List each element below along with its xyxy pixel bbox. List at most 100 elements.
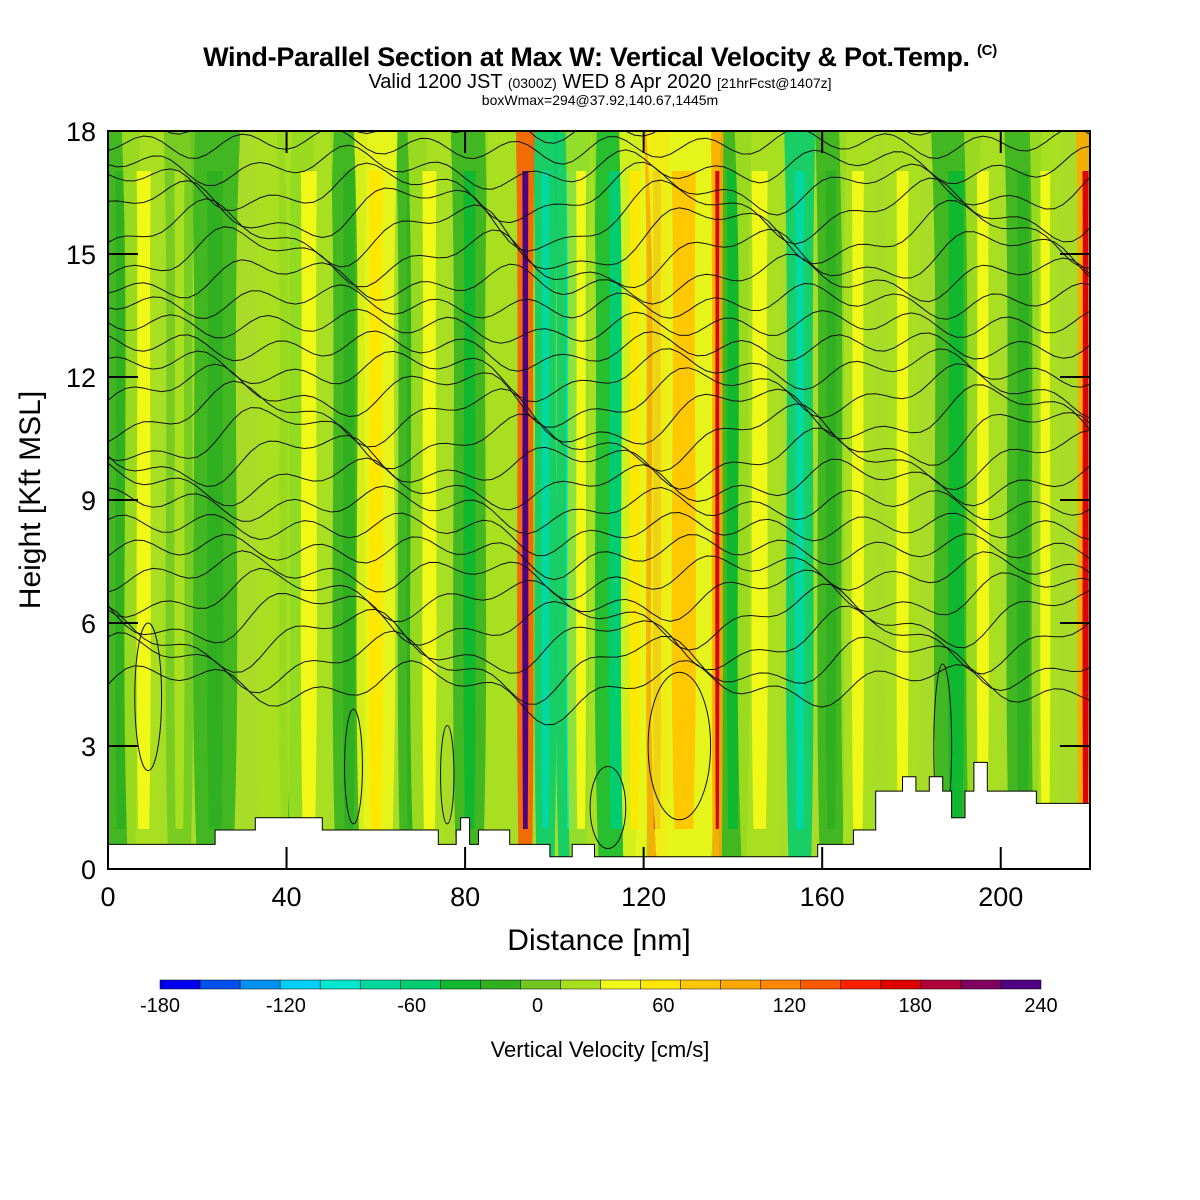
updraft-column-2-core	[267, 171, 280, 829]
colorbar-tick-label-2: -60	[397, 995, 426, 1017]
downdraft-column-11-core	[826, 171, 837, 829]
theta-contour-15	[108, 330, 1090, 372]
colorbar-tick-label-5: 120	[773, 995, 806, 1017]
colorbar-swatch-3	[279, 979, 321, 990]
terrain-profile	[108, 761, 1090, 869]
low-contour-2	[440, 725, 455, 825]
colorbar-swatch-13	[680, 979, 721, 990]
colorbar-swatch-16	[800, 979, 842, 990]
low-contour-3	[589, 766, 627, 849]
colorbar-swatch-20	[960, 979, 1002, 990]
x-tick-label-4: 160	[800, 882, 845, 912]
theta-contour-19	[108, 226, 1090, 289]
y-tick-label-3: 9	[81, 486, 96, 516]
x-tick-label-5: 200	[978, 882, 1023, 912]
y-tick-label-6: 18	[66, 117, 96, 147]
updraft-column-16-core	[976, 171, 989, 829]
colorbar-swatch-11	[600, 979, 641, 990]
colorbar: -180 -120 -60 0 60 120 180 240	[140, 979, 1058, 1017]
updraft-column-8-core	[576, 171, 587, 829]
chart-title: Wind-Parallel Section at Max W: Vertical…	[0, 42, 1200, 73]
y-tick-label-1: 3	[81, 732, 96, 762]
theta-contour-21	[108, 177, 1090, 252]
updraft-column-6-core	[495, 171, 506, 829]
theta-contour-1	[108, 630, 1090, 705]
x-axis-title: Distance [nm]	[507, 924, 690, 957]
valid-fcst: [21hrFcst@1407z]	[716, 75, 832, 91]
colorbar-swatch-6	[400, 979, 441, 990]
theta-contour-17	[108, 282, 1090, 320]
colorbar-swatch-1	[199, 979, 241, 990]
x-tick-label-0: 0	[100, 882, 115, 912]
title-main: Wind-Parallel Section at Max W: Vertical…	[203, 42, 970, 72]
y-tick-label-5: 15	[66, 240, 96, 270]
y-axis-title: Height [Kft MSL]	[14, 391, 47, 609]
colorbar-title: Vertical Velocity [cm/s]	[491, 1037, 710, 1062]
theta-contour-2	[108, 605, 1090, 675]
theta-contour-3	[108, 583, 1090, 651]
theta-contour-7	[108, 511, 1090, 557]
theta-contour-25	[165, 131, 933, 144]
low-contour-1	[344, 708, 363, 825]
theta-contour-18	[108, 253, 1090, 305]
y-tick-label-2: 6	[81, 609, 96, 639]
theta-contour-0	[108, 660, 1090, 726]
downdraft-column-1-core	[207, 171, 224, 829]
updraft-column-13-core	[751, 171, 768, 829]
downdraft-column-9-core	[726, 171, 739, 829]
y-tick-label-4: 12	[66, 363, 96, 393]
chart-subtitle: Valid 1200 JST (0300Z) WED 8 Apr 2020 [2…	[0, 71, 1200, 94]
colorbar-swatch-4	[319, 979, 361, 990]
theta-contour-6	[108, 533, 1090, 581]
theta-contour-5	[108, 550, 1090, 601]
theta-contour-20	[108, 198, 1090, 270]
theta-contours	[108, 51, 1090, 849]
downdraft-column-13-core	[1016, 171, 1030, 829]
colorbar-swatch-18	[880, 979, 922, 990]
colorbar-swatch-17	[840, 979, 882, 990]
colorbar-tick-label-6: 180	[898, 995, 931, 1017]
downdraft-column-8-core	[608, 171, 625, 829]
colorbar-swatch-10	[560, 979, 601, 990]
updraft-column-0-core	[136, 171, 151, 829]
updraft-column-15-core	[896, 171, 909, 829]
updraft-column-17-core	[1040, 171, 1051, 829]
theta-contour-26	[108, 81, 1090, 120]
theta-contour-27	[108, 51, 1090, 104]
theta-contour-11	[108, 403, 1090, 472]
theta-contour-12	[108, 380, 1090, 448]
colorbar-swatch-21	[1000, 979, 1042, 990]
y-tick-label-0: 0	[81, 855, 96, 885]
x-axis: 0 40 80 120 160 200	[100, 131, 1023, 912]
updraft-column-5-core	[422, 171, 437, 829]
downdraft-column-3-core	[342, 171, 356, 829]
downdraft-column-6-core	[541, 171, 550, 829]
updraft-column-7-core	[522, 171, 529, 829]
updraft-column-12-core	[715, 171, 720, 829]
theta-contour-24	[108, 131, 1090, 165]
theta-contour-8	[108, 485, 1090, 535]
theta-contour-4	[108, 567, 1090, 623]
colorbar-swatch-12	[640, 979, 681, 990]
velocity-field	[108, 131, 1090, 869]
valid-day: WED 8 Apr 2020	[562, 71, 712, 93]
low-contour-4	[647, 671, 712, 821]
x-tick-label-3: 120	[621, 882, 666, 912]
colorbar-tick-label-4: 60	[652, 995, 674, 1017]
colorbar-swatch-5	[359, 979, 401, 990]
valid-prefix: Valid 1200 JST	[368, 71, 503, 93]
colorbar-tick-label-0: -180	[140, 995, 180, 1017]
theta-contour-16	[108, 308, 1090, 344]
box-info: boxWmax=294@37.92,140.67,1445m	[481, 92, 719, 108]
theta-contour-23	[108, 144, 1090, 190]
terrain-mask	[108, 761, 1090, 869]
colorbar-swatch-19	[920, 979, 962, 990]
low-contour-0	[134, 622, 163, 772]
colorbar-swatch-14	[720, 979, 761, 990]
title-copyright: (C)	[976, 42, 997, 59]
updraft-column-3-core	[300, 171, 317, 829]
theta-contour-10	[108, 427, 1090, 491]
colorbar-tick-label-1: -120	[266, 995, 306, 1017]
x-tick-label-2: 80	[450, 882, 480, 912]
